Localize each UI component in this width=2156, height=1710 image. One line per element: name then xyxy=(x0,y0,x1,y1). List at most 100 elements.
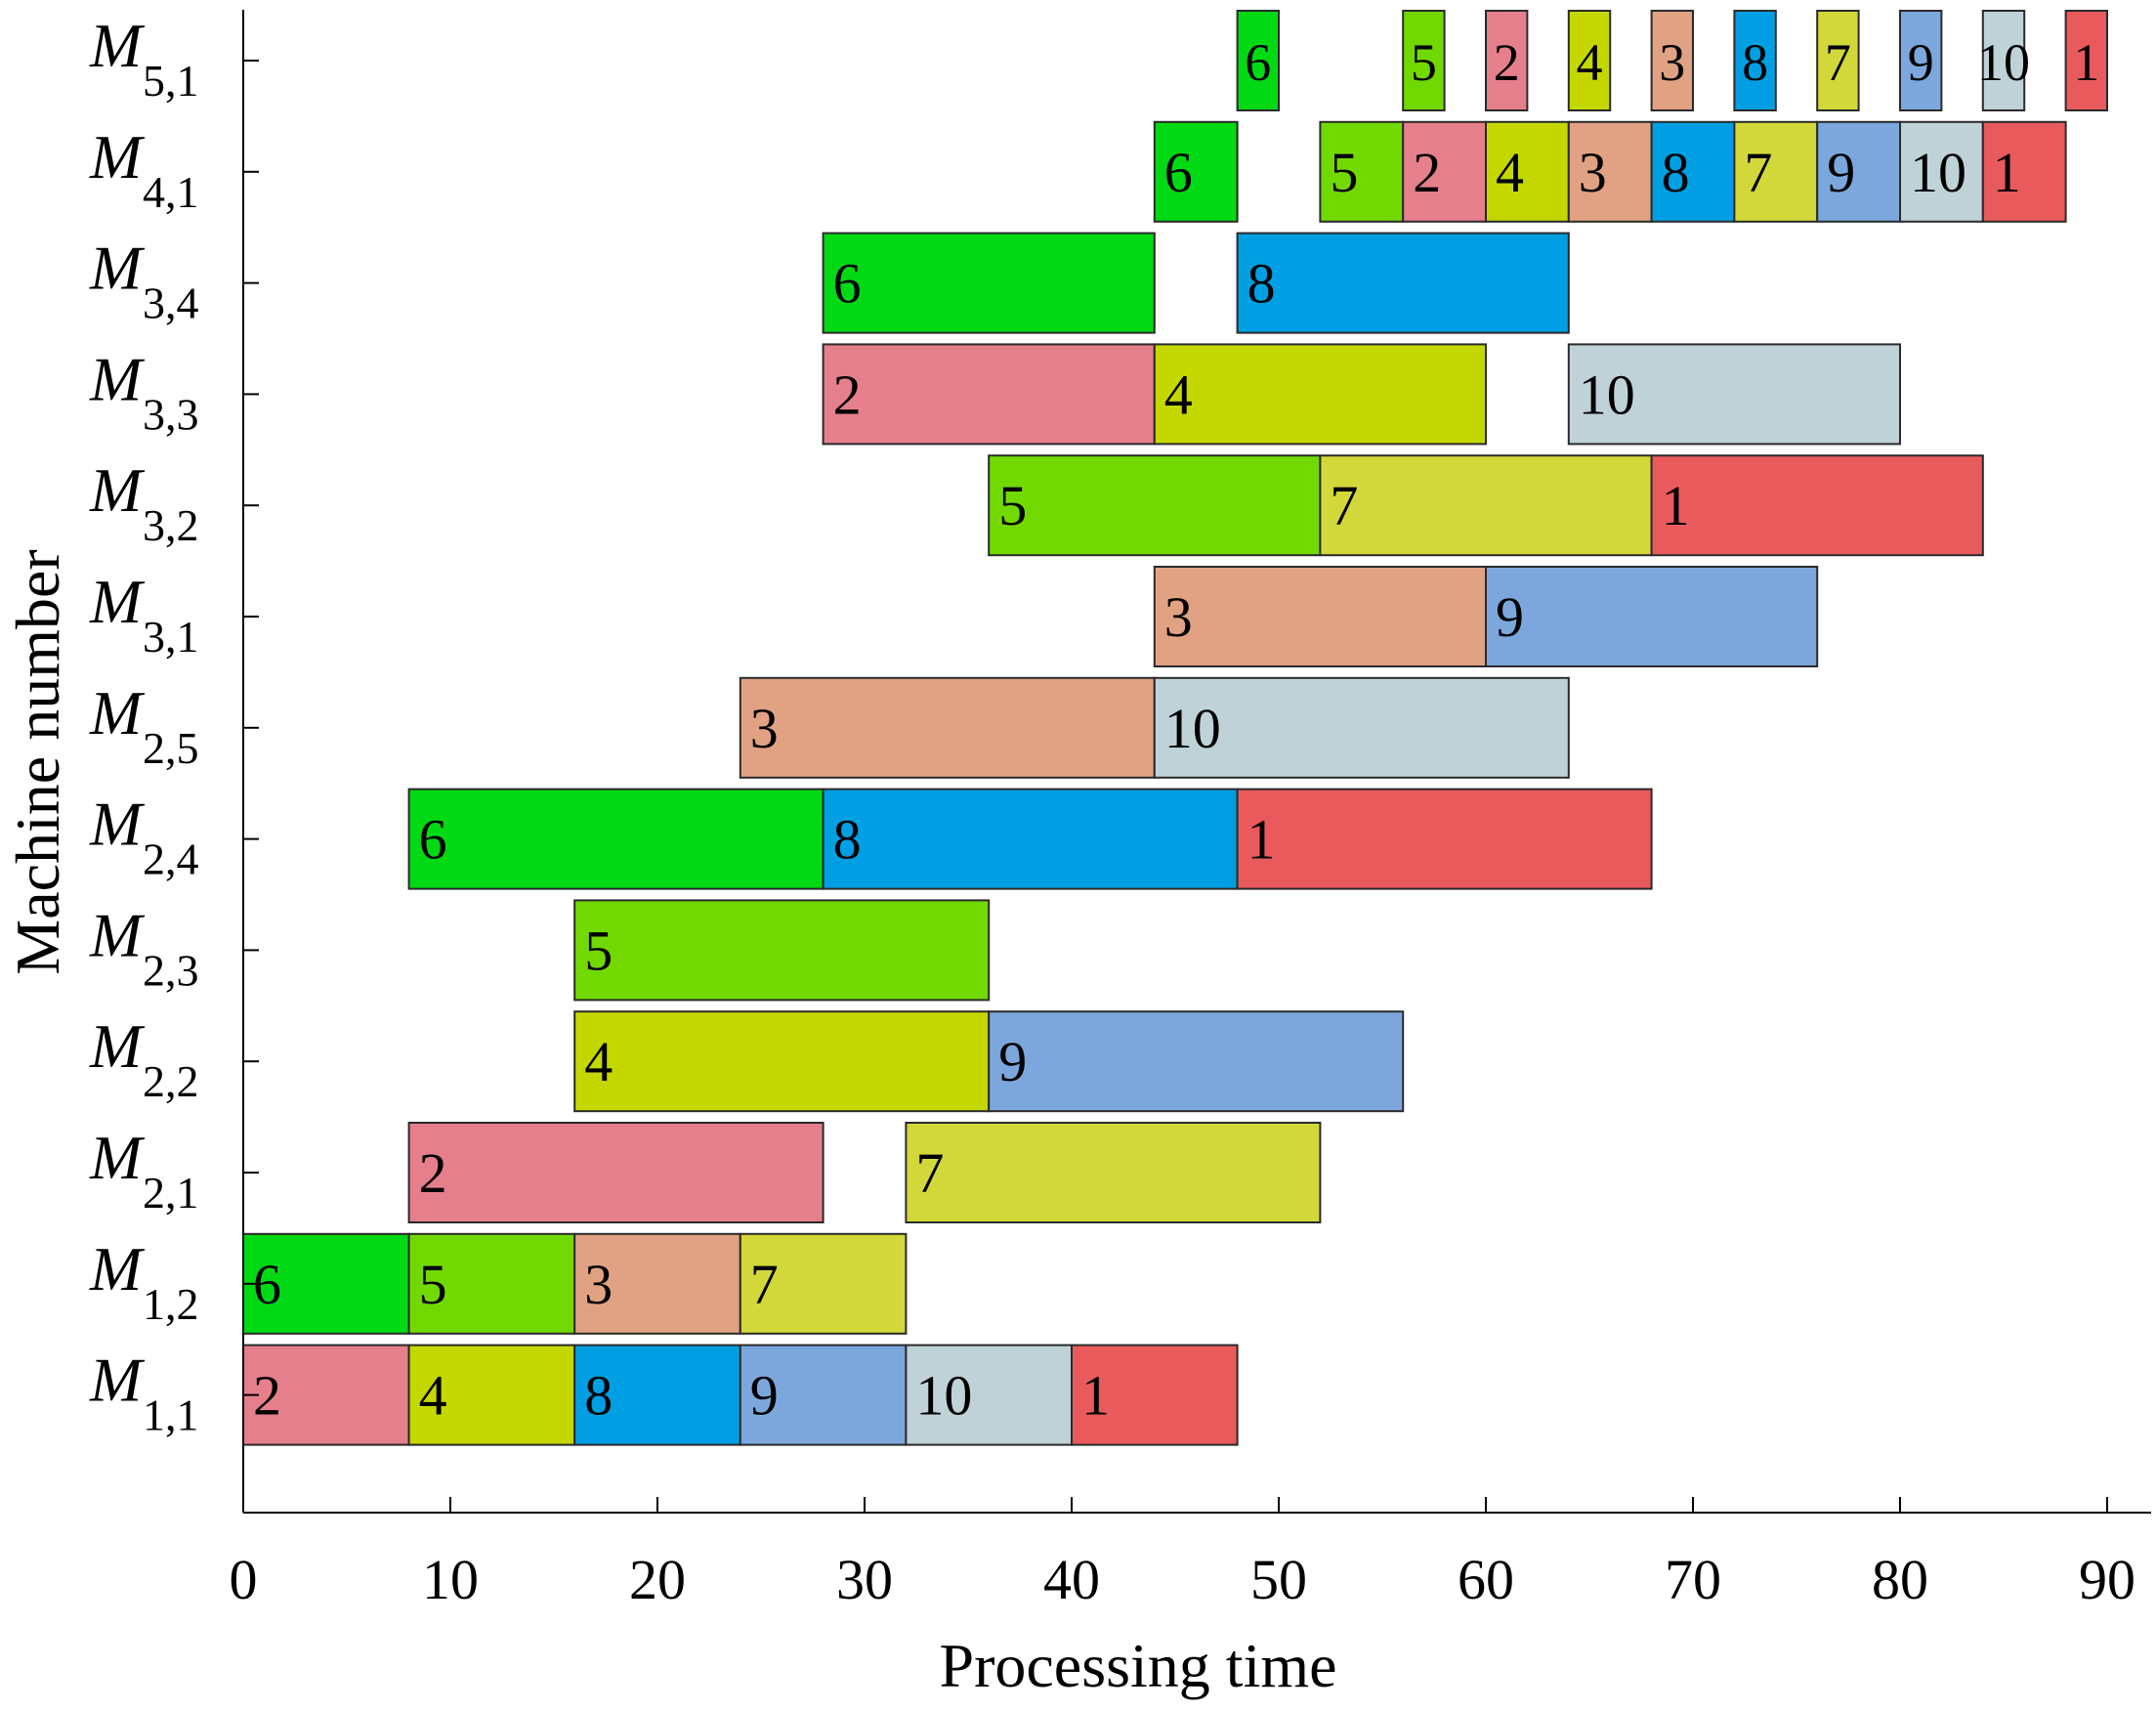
axes-layer xyxy=(242,10,2151,1514)
task-bar xyxy=(905,1344,1074,1446)
x-axis-title: Processing time xyxy=(939,1631,1336,1700)
task-bar-label: 1 xyxy=(1662,474,1690,537)
task-bar xyxy=(822,232,1156,334)
task-bar xyxy=(407,1122,824,1223)
task-bar xyxy=(407,788,824,890)
task-bar xyxy=(1650,10,1694,111)
machine-label-sub: 2,5 xyxy=(143,723,199,773)
machine-label: M3,1 xyxy=(89,567,199,662)
machine-label-base: M xyxy=(89,1011,146,1081)
machine-label-sub: 5,1 xyxy=(143,56,199,106)
task-bar xyxy=(407,1232,576,1335)
task-bar-label: 8 xyxy=(1247,252,1276,316)
task-bar-label: 8 xyxy=(833,808,862,872)
task-bar-label: 10 xyxy=(1910,141,1966,204)
task-bar-label: 7 xyxy=(1330,474,1358,537)
machine-label-sub: 3,1 xyxy=(143,612,199,662)
task-bar-label: 7 xyxy=(750,1253,779,1316)
machine-label-base: M xyxy=(89,1346,146,1415)
machine-label: M3,2 xyxy=(89,455,199,550)
task-bar xyxy=(822,788,1239,890)
machine-label: M2,3 xyxy=(89,900,199,995)
task-bar xyxy=(739,1344,908,1446)
task-bar-label: 6 xyxy=(419,808,447,872)
task-bar-label: 2 xyxy=(833,363,862,426)
task-bar-label: 10 xyxy=(1579,363,1635,426)
x-tick-label: 80 xyxy=(1872,1548,1928,1611)
task-bar-label: 3 xyxy=(1579,141,1607,204)
task-bar xyxy=(1981,120,2067,223)
task-bar-label: 3 xyxy=(584,1253,613,1316)
task-bar xyxy=(1567,343,1902,446)
x-tick-label: 60 xyxy=(1458,1548,1514,1611)
task-bar-label: 3 xyxy=(1164,585,1193,649)
task-bar xyxy=(1153,343,1488,446)
machine-label-sub: 1,2 xyxy=(143,1279,199,1329)
task-bar xyxy=(1650,454,1984,557)
machine-label-base: M xyxy=(89,1123,146,1192)
task-bar-label: 2 xyxy=(1413,141,1441,204)
task-bar-label: 10 xyxy=(915,1364,972,1428)
task-bar xyxy=(1981,10,2026,111)
task-bar xyxy=(739,1232,908,1335)
machine-label-sub: 2,1 xyxy=(143,1168,199,1218)
machine-label: M1,2 xyxy=(89,1234,199,1329)
task-bar-label: 6 xyxy=(833,252,862,316)
task-bar-label: 9 xyxy=(1496,585,1524,649)
task-bar-label: 4 xyxy=(584,1030,613,1093)
task-bar xyxy=(1153,676,1570,779)
task-bar xyxy=(573,1232,741,1335)
task-bar xyxy=(407,1344,576,1446)
task-bar xyxy=(573,1010,991,1113)
task-bar-label: 5 xyxy=(1330,141,1358,204)
bars-layer: 6 5 2 4 3 8 7 9 10 16 5 2 4 3 8 7 9 10 16 82 4 105 7 13 93 106 8 15… xyxy=(242,10,2109,1446)
task-bar xyxy=(1236,788,1653,890)
task-bar-label: 8 xyxy=(584,1364,613,1428)
machine-label: M4,1 xyxy=(89,122,199,217)
machine-label: M1,1 xyxy=(89,1346,199,1440)
task-bar xyxy=(1485,10,1529,111)
task-bar-label: 4 xyxy=(1164,363,1193,426)
x-tick-label: 90 xyxy=(2079,1548,2135,1611)
task-bar-label: 3 xyxy=(750,697,779,760)
task-bar xyxy=(1899,10,1943,111)
task-bar-label: 1 xyxy=(1081,1364,1110,1428)
machine-label-base: M xyxy=(89,234,146,303)
x-tick-label: 40 xyxy=(1043,1548,1100,1611)
task-bar-label: 10 xyxy=(1977,33,2030,92)
task-bar-label: 5 xyxy=(584,919,613,982)
task-bar xyxy=(1319,120,1405,223)
task-bar-label: 7 xyxy=(1744,141,1772,204)
task-bar xyxy=(1071,1344,1239,1446)
task-bar-label: 5 xyxy=(419,1253,447,1316)
task-bar xyxy=(1236,10,1280,111)
task-bar-label: 4 xyxy=(419,1364,447,1428)
x-tick-label: 10 xyxy=(422,1548,479,1611)
machine-label-base: M xyxy=(89,567,146,636)
task-bar xyxy=(988,1010,1405,1113)
task-bar-label: 3 xyxy=(1659,33,1685,92)
y-machine-labels: M5,1M4,1M3,4M3,3M3,2M3,1M2,5M2,4M2,3M2,2… xyxy=(89,11,259,1440)
task-bar-label: 9 xyxy=(1908,33,1934,92)
machine-label-base: M xyxy=(89,1234,146,1304)
task-bar xyxy=(573,1344,741,1446)
machine-label-sub: 3,4 xyxy=(143,278,199,328)
task-bar xyxy=(1899,120,1984,223)
task-bar xyxy=(1153,120,1239,223)
task-bar-label: 1 xyxy=(1993,141,2021,204)
task-bar xyxy=(242,1232,410,1335)
task-bar xyxy=(573,899,991,1002)
task-bar xyxy=(1485,566,1819,667)
x-tick-label: 20 xyxy=(629,1548,686,1611)
machine-label: M5,1 xyxy=(89,11,199,106)
x-tick-label: 30 xyxy=(836,1548,893,1611)
machine-label-base: M xyxy=(89,790,146,859)
task-bar xyxy=(1733,10,1777,111)
task-bar-label: 10 xyxy=(1164,697,1221,760)
machine-label-base: M xyxy=(89,122,146,192)
machine-label-sub: 1,1 xyxy=(143,1390,199,1440)
machine-label-sub: 2,2 xyxy=(143,1056,199,1106)
task-bar-label: 5 xyxy=(1411,33,1437,92)
task-bar-label: 9 xyxy=(998,1030,1027,1093)
